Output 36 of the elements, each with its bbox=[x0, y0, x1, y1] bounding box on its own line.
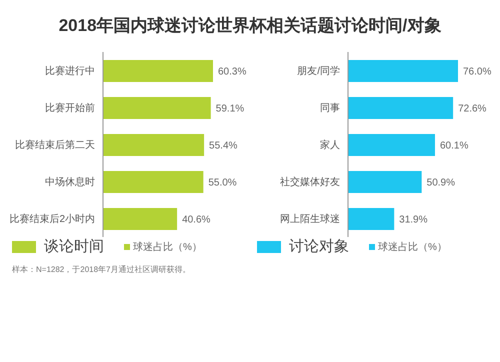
text: 谈论时间 bbox=[44, 237, 104, 256]
y-tick-label: 中场休息时 bbox=[45, 176, 95, 188]
y-tick-label: 比赛结束后第二天 bbox=[15, 139, 95, 152]
bar bbox=[348, 60, 458, 82]
y-tick-label: 比赛结束后2小时内 bbox=[9, 213, 95, 226]
bar bbox=[103, 208, 178, 230]
bar bbox=[103, 60, 213, 82]
data-label: 50.9% bbox=[426, 178, 456, 189]
data-label: 55.4% bbox=[209, 140, 238, 152]
y-tick-label: 比赛开始前 bbox=[45, 102, 95, 114]
y-tick-label: 网上陌生球迷 bbox=[280, 213, 340, 226]
bar bbox=[103, 97, 211, 119]
bar bbox=[103, 171, 204, 193]
legend-label: 球迷占比（%） bbox=[377, 240, 447, 254]
bar bbox=[348, 208, 394, 230]
bar bbox=[348, 97, 454, 119]
text: 2018年国内球迷讨论世界杯相关话题讨论时间/对象 bbox=[58, 15, 442, 37]
bar bbox=[103, 134, 204, 156]
y-tick-label: 朋友/同学 bbox=[297, 65, 340, 78]
y-tick-label: 比赛进行中 bbox=[45, 65, 95, 78]
data-label: 72.6% bbox=[458, 104, 487, 115]
y-tick-label: 社交媒体好友 bbox=[280, 176, 340, 188]
data-label: 40.6% bbox=[182, 214, 211, 226]
data-label: 55.0% bbox=[208, 178, 237, 189]
data-label: 60.1% bbox=[440, 140, 468, 152]
data-label: 31.9% bbox=[399, 214, 428, 226]
data-label: 76.0% bbox=[463, 66, 492, 78]
text: 讨论对象 bbox=[289, 237, 349, 256]
y-tick-label: 家人 bbox=[320, 139, 340, 152]
bar bbox=[348, 171, 422, 193]
y-tick-label: 同事 bbox=[320, 102, 340, 114]
data-label: 59.1% bbox=[216, 104, 244, 115]
data-label: 60.3% bbox=[218, 66, 246, 78]
text: 样本：N=1282，于2018年7月通过社区调研获得。 bbox=[11, 264, 192, 275]
legend-label: 球迷占比（%） bbox=[132, 240, 202, 254]
bar bbox=[348, 134, 435, 156]
